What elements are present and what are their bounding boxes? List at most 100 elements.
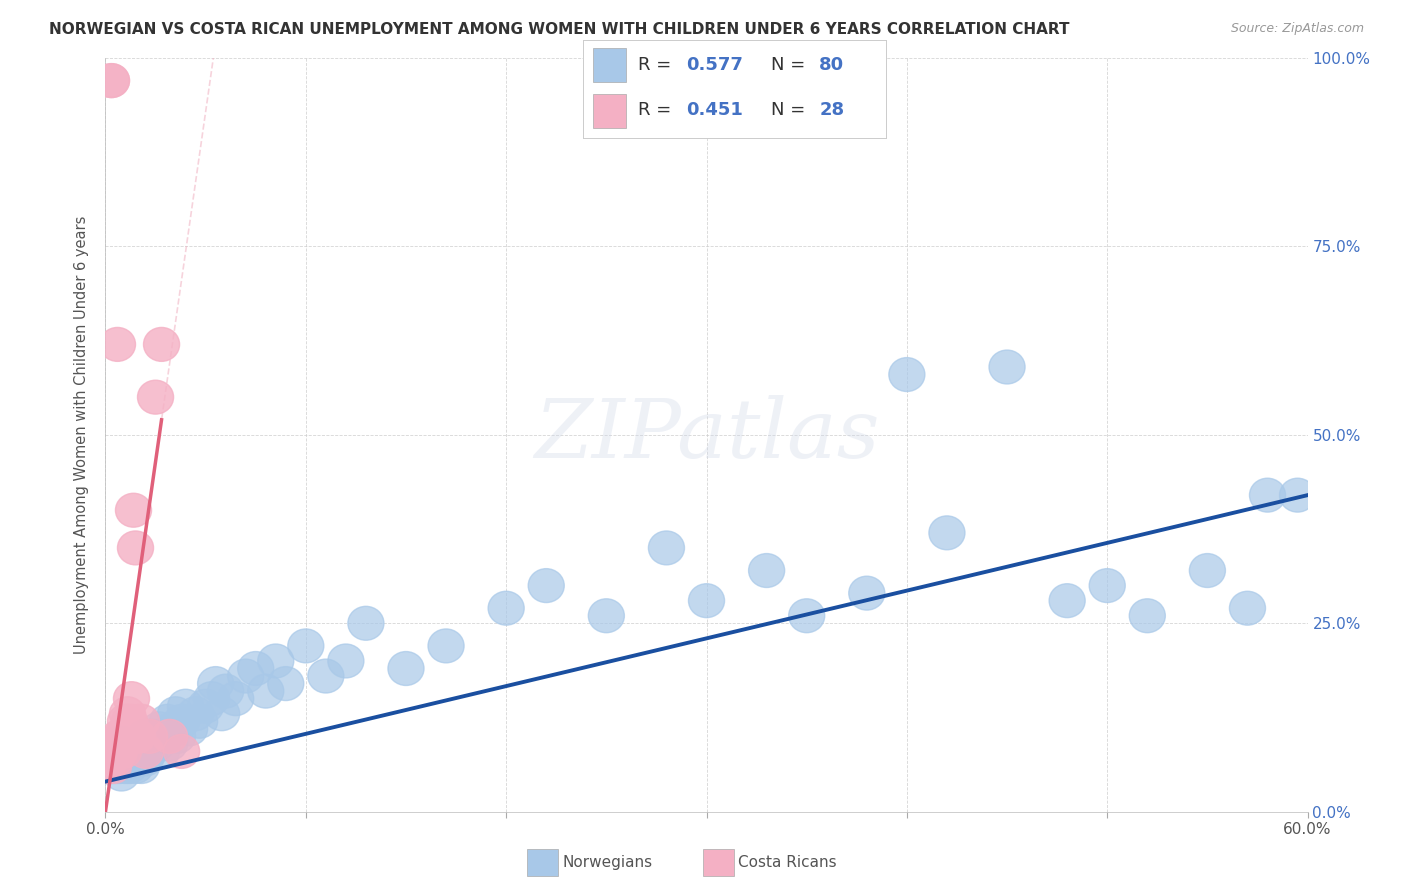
- Ellipse shape: [104, 719, 139, 754]
- Ellipse shape: [138, 380, 173, 414]
- Ellipse shape: [100, 727, 135, 761]
- Ellipse shape: [90, 749, 125, 783]
- Text: 28: 28: [820, 102, 845, 120]
- Ellipse shape: [124, 705, 159, 739]
- Ellipse shape: [96, 734, 132, 768]
- Ellipse shape: [163, 705, 200, 739]
- Ellipse shape: [1090, 568, 1125, 603]
- Ellipse shape: [91, 742, 128, 776]
- Ellipse shape: [347, 607, 384, 640]
- Ellipse shape: [107, 719, 143, 754]
- Ellipse shape: [115, 742, 152, 776]
- Ellipse shape: [148, 719, 184, 754]
- Ellipse shape: [114, 734, 149, 768]
- Ellipse shape: [328, 644, 364, 678]
- Text: Costa Ricans: Costa Ricans: [738, 855, 837, 870]
- Ellipse shape: [588, 599, 624, 632]
- Ellipse shape: [97, 734, 134, 768]
- Ellipse shape: [96, 749, 132, 783]
- Ellipse shape: [138, 719, 173, 754]
- Ellipse shape: [308, 659, 344, 693]
- Ellipse shape: [152, 719, 187, 754]
- Ellipse shape: [1049, 583, 1085, 617]
- Text: ZIPatlas: ZIPatlas: [534, 395, 879, 475]
- Ellipse shape: [204, 697, 239, 731]
- Ellipse shape: [208, 674, 243, 708]
- Ellipse shape: [111, 749, 148, 783]
- Ellipse shape: [101, 749, 138, 783]
- Ellipse shape: [149, 705, 186, 739]
- Ellipse shape: [247, 674, 284, 708]
- Ellipse shape: [114, 681, 149, 715]
- Ellipse shape: [789, 599, 825, 632]
- Ellipse shape: [118, 749, 153, 783]
- Ellipse shape: [167, 690, 204, 723]
- Ellipse shape: [187, 690, 224, 723]
- Ellipse shape: [139, 727, 176, 761]
- Ellipse shape: [100, 327, 135, 361]
- Text: Norwegians: Norwegians: [562, 855, 652, 870]
- Ellipse shape: [157, 697, 194, 731]
- Text: NORWEGIAN VS COSTA RICAN UNEMPLOYMENT AMONG WOMEN WITH CHILDREN UNDER 6 YEARS CO: NORWEGIAN VS COSTA RICAN UNEMPLOYMENT AM…: [49, 22, 1070, 37]
- Ellipse shape: [388, 651, 425, 685]
- Ellipse shape: [128, 719, 163, 754]
- Ellipse shape: [93, 63, 129, 97]
- Ellipse shape: [142, 712, 177, 746]
- Text: N =: N =: [770, 56, 811, 74]
- Ellipse shape: [218, 681, 253, 715]
- Ellipse shape: [100, 742, 135, 776]
- Text: N =: N =: [770, 102, 811, 120]
- Ellipse shape: [97, 749, 134, 783]
- Ellipse shape: [97, 727, 134, 761]
- Ellipse shape: [988, 350, 1025, 384]
- Ellipse shape: [849, 576, 884, 610]
- Ellipse shape: [228, 659, 264, 693]
- Ellipse shape: [115, 493, 152, 527]
- Ellipse shape: [105, 742, 142, 776]
- Ellipse shape: [267, 666, 304, 700]
- Ellipse shape: [96, 742, 132, 776]
- Ellipse shape: [143, 327, 180, 361]
- Ellipse shape: [128, 734, 163, 768]
- Ellipse shape: [111, 705, 148, 739]
- Ellipse shape: [488, 591, 524, 625]
- Ellipse shape: [124, 749, 159, 783]
- Ellipse shape: [648, 531, 685, 565]
- Ellipse shape: [1279, 478, 1316, 512]
- Text: Source: ZipAtlas.com: Source: ZipAtlas.com: [1230, 22, 1364, 36]
- Ellipse shape: [128, 742, 163, 776]
- Ellipse shape: [110, 697, 146, 731]
- Ellipse shape: [132, 719, 167, 754]
- Ellipse shape: [132, 734, 167, 768]
- Ellipse shape: [181, 705, 218, 739]
- Ellipse shape: [143, 734, 180, 768]
- Ellipse shape: [105, 734, 142, 768]
- Ellipse shape: [104, 757, 139, 791]
- Ellipse shape: [120, 742, 156, 776]
- Ellipse shape: [288, 629, 323, 663]
- Ellipse shape: [91, 742, 128, 776]
- Text: R =: R =: [638, 56, 676, 74]
- Ellipse shape: [156, 712, 191, 746]
- Ellipse shape: [125, 734, 162, 768]
- Text: 0.577: 0.577: [686, 56, 744, 74]
- Ellipse shape: [159, 719, 195, 754]
- Text: 80: 80: [820, 56, 845, 74]
- Ellipse shape: [163, 734, 200, 768]
- Ellipse shape: [194, 681, 229, 715]
- Ellipse shape: [748, 554, 785, 588]
- Ellipse shape: [929, 516, 965, 549]
- Ellipse shape: [96, 734, 132, 768]
- Text: R =: R =: [638, 102, 676, 120]
- Ellipse shape: [134, 727, 170, 761]
- Ellipse shape: [107, 749, 143, 783]
- Ellipse shape: [118, 734, 153, 768]
- Ellipse shape: [121, 727, 157, 761]
- Ellipse shape: [101, 734, 138, 768]
- Ellipse shape: [1129, 599, 1166, 632]
- Ellipse shape: [529, 568, 564, 603]
- Ellipse shape: [1189, 554, 1226, 588]
- Ellipse shape: [101, 734, 138, 768]
- Text: 0.451: 0.451: [686, 102, 744, 120]
- FancyBboxPatch shape: [592, 95, 626, 128]
